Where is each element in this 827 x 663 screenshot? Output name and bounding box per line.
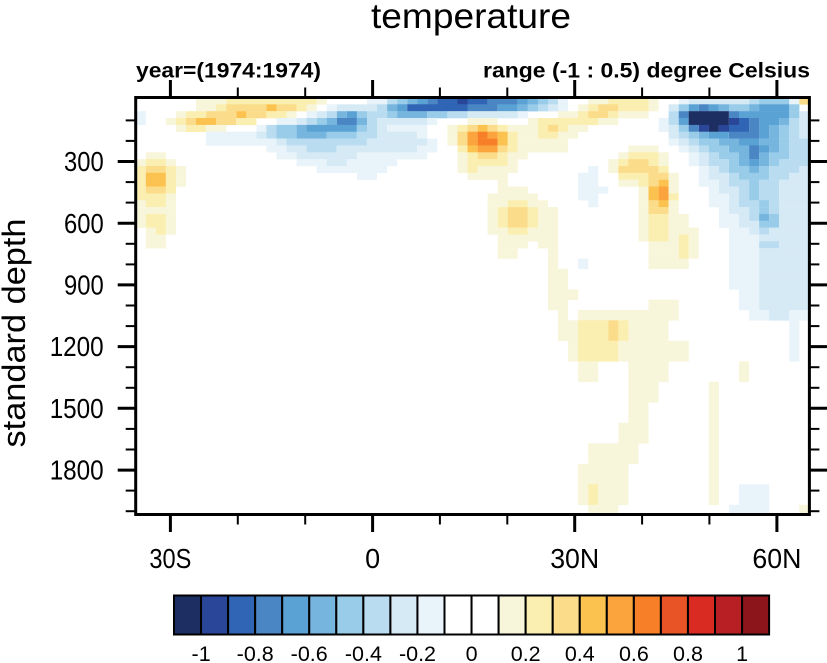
svg-text:standard depth: standard depth — [0, 219, 32, 448]
svg-text:300: 300 — [64, 146, 104, 177]
svg-text:-0.2: -0.2 — [399, 642, 436, 663]
svg-text:1800: 1800 — [50, 455, 104, 486]
svg-text:0.6: 0.6 — [619, 642, 649, 663]
svg-text:0.8: 0.8 — [673, 642, 703, 663]
svg-text:temperature: temperature — [371, 0, 571, 36]
svg-text:30N: 30N — [550, 543, 599, 574]
svg-text:600: 600 — [64, 208, 104, 239]
svg-text:0.4: 0.4 — [565, 642, 595, 663]
svg-text:-0.8: -0.8 — [237, 642, 274, 663]
svg-text:-0.4: -0.4 — [345, 642, 382, 663]
svg-text:0: 0 — [466, 642, 478, 663]
svg-text:30S: 30S — [149, 543, 191, 574]
svg-text:1500: 1500 — [50, 393, 104, 424]
svg-text:year=(1974:1974): year=(1974:1974) — [136, 59, 321, 82]
svg-text:0: 0 — [365, 543, 380, 574]
svg-text:1: 1 — [736, 642, 748, 663]
svg-text:-1: -1 — [192, 642, 211, 663]
svg-text:900: 900 — [64, 270, 104, 301]
svg-text:0.2: 0.2 — [511, 642, 541, 663]
svg-text:60N: 60N — [752, 543, 801, 574]
svg-text:1200: 1200 — [50, 331, 104, 362]
svg-text:-0.6: -0.6 — [291, 642, 328, 663]
svg-text:range (-1 : 0.5) degree Celsiu: range (-1 : 0.5) degree Celsius — [483, 59, 810, 82]
